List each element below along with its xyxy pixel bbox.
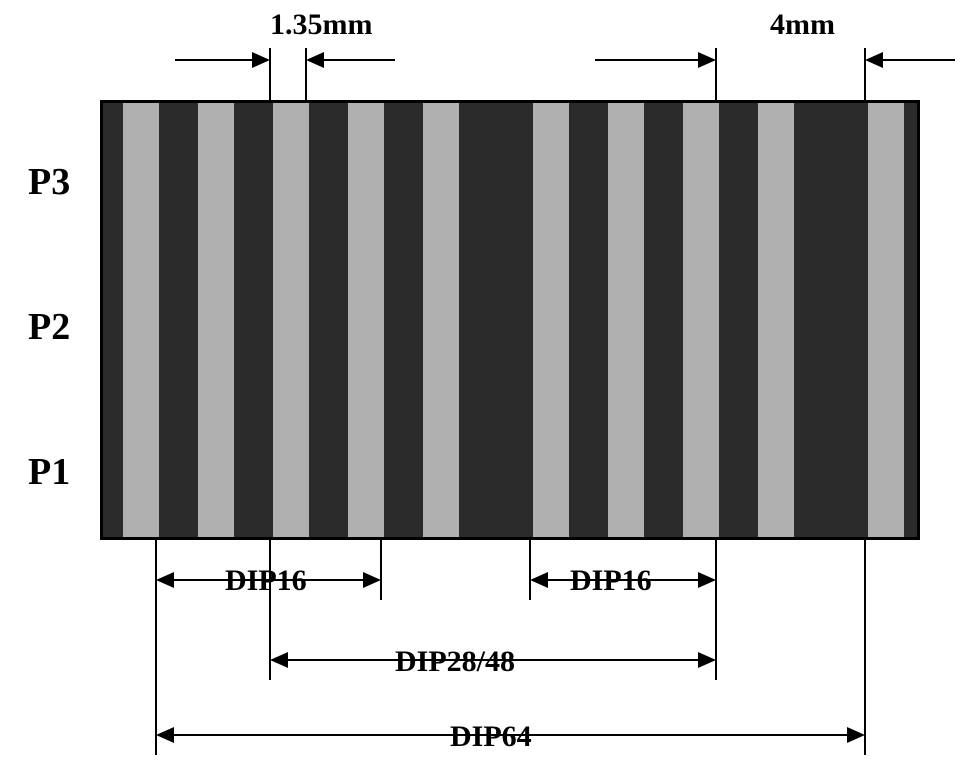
bottom-dim-label-0: DIP16 [225,564,307,598]
stripe-7 [608,103,644,537]
stripe-2 [198,103,234,537]
dim-vline [529,540,531,600]
bottom-dim-label-1: DIP16 [570,564,652,598]
arrowhead [306,52,324,68]
arrowhead [530,572,548,588]
stripe-panel [100,100,920,540]
dim-hline [595,59,714,61]
stripe-1 [123,103,159,537]
dim-vline [155,540,157,755]
arrowhead [698,652,716,668]
stripe-10 [868,103,904,537]
stripe-3 [273,103,309,537]
row-label-P1: P1 [28,450,70,494]
stripe-5 [423,103,459,537]
row-label-P2: P2 [28,305,70,349]
arrowhead [252,52,270,68]
dim-vline [864,540,866,755]
stripe-4 [348,103,384,537]
arrowhead [698,52,716,68]
bottom-dim-label-2: DIP28/48 [395,645,515,679]
arrowhead [847,727,865,743]
row-label-P3: P3 [28,160,70,204]
top-dim-label-0: 1.35mm [270,8,372,42]
arrowhead [363,572,381,588]
arrowhead [865,52,883,68]
stripe-9 [758,103,794,537]
top-dim-label-1: 4mm [770,8,835,42]
stripe-6 [533,103,569,537]
arrowhead [156,572,174,588]
arrowhead [156,727,174,743]
arrowhead [270,652,288,668]
dim-vline [380,540,382,600]
stripe-8 [683,103,719,537]
bottom-dim-label-3: DIP64 [450,720,532,754]
arrowhead [698,572,716,588]
figure-root: P3 P2 P1 1.35mm 4mm DIP16 DIP16 DIP28/48 DIP64 [0,0,961,784]
